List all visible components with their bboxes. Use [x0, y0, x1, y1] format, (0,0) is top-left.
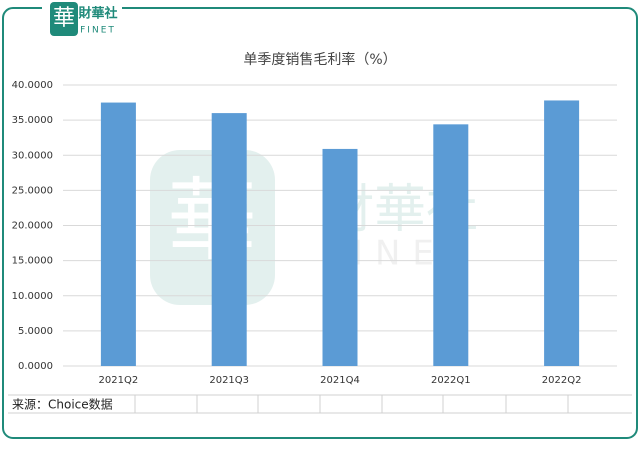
x-tick-label: 2022Q1	[431, 375, 471, 386]
bar	[433, 124, 469, 366]
y-tick-label: 15.0000	[12, 256, 53, 267]
x-tick-label: 2021Q3	[209, 375, 249, 386]
frame	[2, 7, 638, 439]
logo-mark: 華	[53, 6, 75, 31]
y-tick-label: 30.0000	[12, 150, 53, 161]
y-tick-label: 40.0000	[12, 80, 53, 91]
bar	[100, 102, 136, 366]
y-tick-label: 25.0000	[12, 185, 53, 196]
logo-name: 財華社	[77, 6, 117, 22]
y-tick-label: 35.0000	[12, 115, 53, 126]
x-tick-label: 2021Q2	[99, 375, 139, 386]
bar	[544, 100, 580, 366]
source: 来源：Choice数据	[12, 397, 113, 412]
x-tick-label: 2021Q4	[320, 375, 360, 386]
chart-title: 单季度销售毛利率（%）	[243, 51, 396, 68]
bar	[211, 113, 247, 366]
source-cells	[8, 394, 632, 414]
y-tick-label: 0.0000	[18, 361, 53, 372]
logo-en: FINET	[80, 26, 116, 36]
y-tick-label: 10.0000	[12, 291, 53, 302]
x-tick-label: 2022Q2	[542, 375, 582, 386]
logo-box	[50, 2, 78, 36]
bar	[322, 148, 358, 366]
y-tick-label: 5.0000	[18, 326, 53, 337]
y-tick-label: 20.0000	[12, 221, 53, 232]
